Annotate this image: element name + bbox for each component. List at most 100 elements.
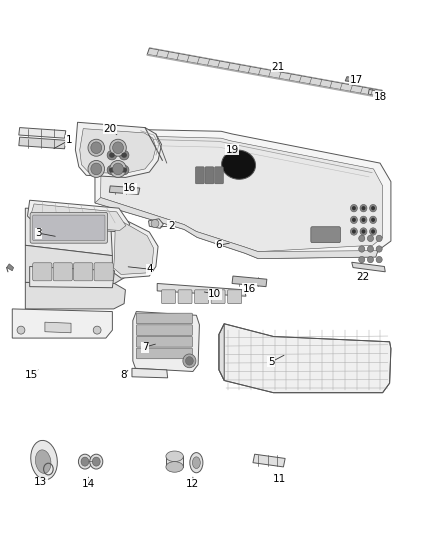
Polygon shape: [219, 324, 224, 381]
Ellipse shape: [113, 163, 124, 175]
Polygon shape: [232, 276, 267, 287]
FancyBboxPatch shape: [178, 290, 192, 304]
Polygon shape: [19, 127, 66, 138]
FancyBboxPatch shape: [228, 290, 242, 304]
FancyBboxPatch shape: [33, 263, 52, 281]
Ellipse shape: [352, 217, 356, 222]
Ellipse shape: [35, 450, 51, 473]
Text: 20: 20: [104, 124, 117, 134]
FancyBboxPatch shape: [205, 167, 214, 184]
Text: 3: 3: [35, 228, 42, 238]
Polygon shape: [45, 322, 71, 333]
Ellipse shape: [90, 454, 103, 469]
Polygon shape: [31, 204, 126, 230]
Polygon shape: [101, 135, 383, 252]
Ellipse shape: [350, 216, 357, 223]
Ellipse shape: [88, 160, 105, 177]
Text: 16: 16: [123, 183, 136, 193]
Ellipse shape: [359, 256, 365, 263]
Ellipse shape: [361, 229, 365, 233]
FancyBboxPatch shape: [136, 336, 192, 347]
Text: 7: 7: [142, 342, 148, 352]
Ellipse shape: [359, 246, 365, 252]
Ellipse shape: [361, 206, 365, 211]
Ellipse shape: [360, 228, 367, 235]
Polygon shape: [25, 208, 130, 256]
Ellipse shape: [352, 229, 356, 233]
Ellipse shape: [110, 160, 126, 177]
FancyBboxPatch shape: [195, 167, 204, 184]
Ellipse shape: [17, 326, 25, 334]
Text: 5: 5: [268, 357, 275, 367]
Polygon shape: [25, 245, 127, 284]
FancyBboxPatch shape: [162, 290, 176, 304]
Ellipse shape: [91, 163, 102, 175]
Polygon shape: [346, 77, 353, 82]
Ellipse shape: [78, 454, 92, 469]
Text: 2: 2: [168, 221, 174, 231]
Text: 21: 21: [271, 62, 284, 71]
Ellipse shape: [81, 457, 89, 466]
Ellipse shape: [166, 451, 184, 462]
Ellipse shape: [367, 256, 374, 263]
Text: 8: 8: [120, 370, 127, 380]
Polygon shape: [80, 128, 156, 174]
Ellipse shape: [359, 235, 365, 241]
Polygon shape: [28, 200, 130, 232]
Ellipse shape: [91, 142, 102, 154]
Ellipse shape: [376, 235, 382, 241]
FancyBboxPatch shape: [33, 215, 105, 240]
Ellipse shape: [119, 150, 129, 160]
Text: 13: 13: [34, 477, 47, 487]
Ellipse shape: [107, 165, 117, 175]
Polygon shape: [345, 77, 355, 82]
Text: 11: 11: [273, 474, 286, 483]
Polygon shape: [157, 284, 246, 296]
FancyBboxPatch shape: [94, 263, 113, 281]
Polygon shape: [133, 312, 199, 372]
Ellipse shape: [360, 205, 367, 212]
Polygon shape: [132, 368, 168, 378]
Polygon shape: [110, 213, 158, 278]
Polygon shape: [95, 128, 391, 259]
Ellipse shape: [367, 235, 374, 241]
Text: 22: 22: [356, 272, 369, 282]
Ellipse shape: [360, 216, 367, 223]
Text: 18: 18: [374, 92, 387, 102]
Polygon shape: [114, 217, 154, 274]
Ellipse shape: [370, 228, 377, 235]
Ellipse shape: [371, 229, 375, 233]
FancyBboxPatch shape: [53, 263, 72, 281]
Ellipse shape: [107, 150, 117, 160]
Polygon shape: [110, 186, 140, 195]
FancyBboxPatch shape: [74, 263, 93, 281]
Ellipse shape: [376, 246, 382, 252]
Ellipse shape: [371, 217, 375, 222]
FancyBboxPatch shape: [136, 325, 192, 335]
FancyBboxPatch shape: [311, 227, 340, 243]
Ellipse shape: [350, 228, 357, 235]
Polygon shape: [7, 264, 14, 271]
Ellipse shape: [185, 357, 193, 365]
Text: 10: 10: [208, 289, 221, 299]
FancyBboxPatch shape: [136, 313, 192, 324]
Polygon shape: [148, 219, 163, 228]
Polygon shape: [219, 324, 391, 393]
Text: 14: 14: [82, 479, 95, 489]
Ellipse shape: [113, 142, 124, 154]
Ellipse shape: [121, 152, 127, 158]
Polygon shape: [368, 90, 374, 95]
Ellipse shape: [367, 246, 374, 252]
Polygon shape: [75, 122, 162, 177]
Ellipse shape: [110, 139, 126, 156]
Ellipse shape: [352, 206, 356, 211]
Text: 19: 19: [226, 145, 239, 155]
Ellipse shape: [119, 165, 129, 175]
Ellipse shape: [370, 216, 377, 223]
Ellipse shape: [361, 217, 365, 222]
Ellipse shape: [190, 453, 203, 473]
Ellipse shape: [370, 205, 377, 212]
Polygon shape: [12, 309, 113, 338]
Ellipse shape: [376, 256, 382, 263]
Ellipse shape: [350, 205, 357, 212]
